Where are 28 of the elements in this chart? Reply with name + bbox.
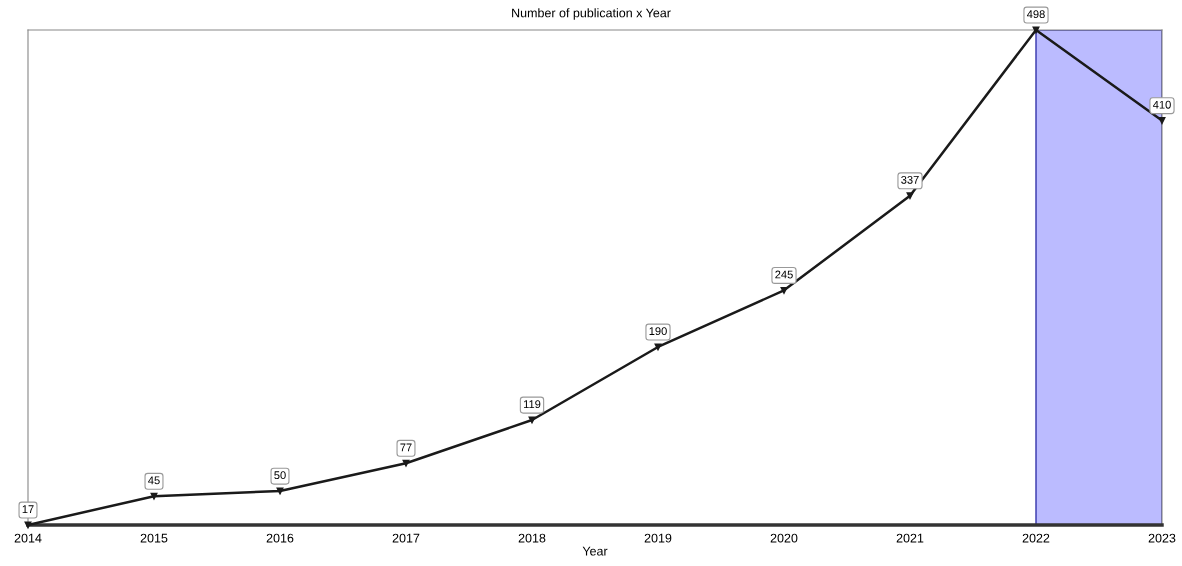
x-tick-label: 2014 (14, 533, 42, 543)
x-tick-label: 2020 (770, 533, 798, 543)
data-label: 77 (400, 443, 412, 452)
x-tick-label: 2021 (896, 533, 924, 543)
data-label: 245 (775, 270, 793, 279)
point (654, 343, 662, 351)
data-label: 119 (523, 400, 541, 409)
x-tick-label: 2015 (140, 533, 168, 543)
x-tick-label: 2022 (1022, 533, 1050, 543)
point (150, 492, 158, 500)
data-label: 190 (649, 327, 667, 336)
x-tick-label: 2023 (1148, 533, 1176, 543)
data-label: 50 (274, 471, 286, 480)
data-label: 410 (1152, 100, 1171, 109)
point (780, 286, 788, 294)
x-tick-label: 2016 (266, 533, 294, 543)
point (1158, 117, 1166, 125)
point (402, 459, 410, 467)
point (906, 192, 914, 200)
x-tick-label: 2019 (644, 533, 672, 543)
x-tick-label: 2017 (392, 533, 420, 543)
data-label: 498 (1026, 10, 1045, 19)
x-axis-title: Year (582, 546, 608, 556)
x-tick-label: 2018 (518, 533, 546, 543)
data-label: 17 (22, 505, 34, 513)
data-label: 337 (901, 175, 919, 184)
data-label: 45 (148, 476, 160, 485)
chart-title: Number of publication x Year (512, 8, 671, 20)
